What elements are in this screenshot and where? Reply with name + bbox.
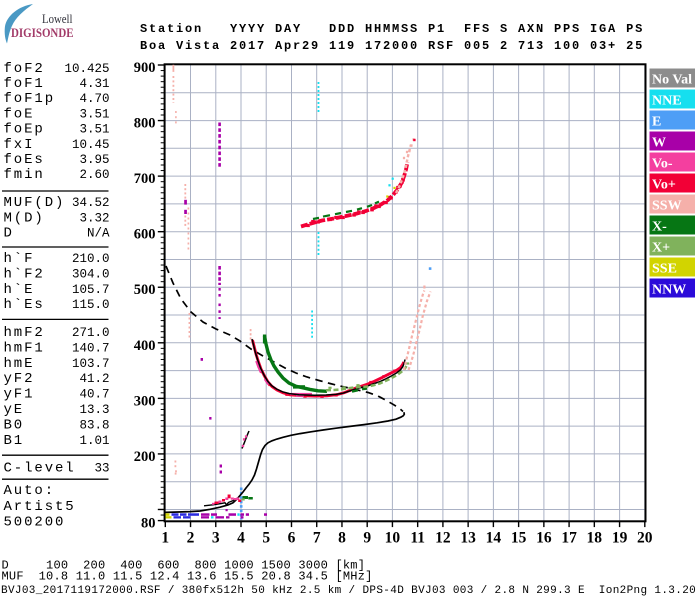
svg-text:300: 300 xyxy=(134,393,156,409)
svg-text:4.31: 4.31 xyxy=(79,77,109,91)
svg-text:4: 4 xyxy=(237,530,245,547)
svg-text:200: 200 xyxy=(134,449,156,465)
svg-text:E: E xyxy=(652,115,661,130)
svg-text:foF1p: foF1p xyxy=(4,91,56,107)
svg-text:h`Es: h`Es xyxy=(4,297,45,313)
svg-text:700: 700 xyxy=(134,171,156,187)
svg-text:10: 10 xyxy=(385,530,401,547)
svg-text:5: 5 xyxy=(262,530,270,547)
svg-text:h`E: h`E xyxy=(4,282,35,298)
svg-text:12: 12 xyxy=(435,530,451,547)
svg-text:NNW: NNW xyxy=(652,283,686,298)
svg-text:20: 20 xyxy=(637,530,653,547)
svg-text:SSW: SSW xyxy=(652,199,682,214)
svg-text:B0: B0 xyxy=(4,417,25,433)
svg-text:40.7: 40.7 xyxy=(79,388,109,402)
svg-text:BVJ03_2017119172000.RSF / 380f: BVJ03_2017119172000.RSF / 380fx512h 50 k… xyxy=(1,585,696,597)
svg-text:foEs: foEs xyxy=(4,152,45,168)
svg-text:500: 500 xyxy=(134,282,156,298)
svg-text:NNE: NNE xyxy=(652,94,682,109)
svg-text:h`F: h`F xyxy=(4,251,35,267)
svg-text:hmF1: hmF1 xyxy=(4,340,45,356)
svg-text:Lowell: Lowell xyxy=(42,12,73,26)
svg-text:X-: X- xyxy=(652,220,667,235)
svg-text:13.3: 13.3 xyxy=(79,403,109,417)
svg-text:304.0: 304.0 xyxy=(72,267,110,281)
svg-text:19: 19 xyxy=(612,530,628,547)
svg-text:N/A: N/A xyxy=(87,227,110,241)
svg-text:83.8: 83.8 xyxy=(79,418,109,432)
svg-text:11: 11 xyxy=(410,530,425,547)
svg-text:W: W xyxy=(652,136,666,151)
svg-text:yF2: yF2 xyxy=(4,371,35,387)
svg-text:103.7: 103.7 xyxy=(72,357,110,371)
svg-text:6: 6 xyxy=(288,530,296,547)
svg-text:DIGISONDE: DIGISONDE xyxy=(11,25,74,40)
svg-text:2.60: 2.60 xyxy=(79,168,109,182)
svg-text:foE: foE xyxy=(4,106,35,122)
svg-text:MUF(D): MUF(D) xyxy=(4,195,66,211)
svg-text:7: 7 xyxy=(313,530,321,547)
svg-text:Artist5: Artist5 xyxy=(4,499,76,515)
svg-text:C-level: C-level xyxy=(4,461,76,477)
svg-text:fxI: fxI xyxy=(4,137,35,153)
svg-text:15: 15 xyxy=(511,530,527,547)
svg-text:115.0: 115.0 xyxy=(72,298,110,312)
svg-text:10.45: 10.45 xyxy=(72,138,110,152)
svg-text:yE: yE xyxy=(4,402,25,418)
svg-text:18: 18 xyxy=(587,530,603,547)
svg-text:B1: B1 xyxy=(4,433,25,449)
svg-text:3.51: 3.51 xyxy=(79,107,109,121)
svg-text:yF1: yF1 xyxy=(4,387,35,403)
svg-text:No Val: No Val xyxy=(652,73,692,88)
svg-text:Auto:: Auto: xyxy=(4,483,56,499)
svg-text:foEp: foEp xyxy=(4,122,45,138)
svg-text:3.95: 3.95 xyxy=(79,153,109,167)
svg-text:foF2: foF2 xyxy=(4,61,45,77)
svg-text:Station YYYY DAY DDD HHMMS: Station YYYY DAY DDD HHMMSS P1 FFS S AXN… xyxy=(140,22,644,36)
svg-text:80: 80 xyxy=(141,516,156,532)
svg-text:D: D xyxy=(4,226,14,242)
svg-text:13: 13 xyxy=(460,530,476,547)
svg-text:8: 8 xyxy=(338,530,346,547)
svg-text:1: 1 xyxy=(161,530,169,547)
svg-text:800: 800 xyxy=(134,116,156,132)
svg-text:4.70: 4.70 xyxy=(79,92,109,106)
svg-text:14: 14 xyxy=(486,530,502,547)
svg-text:41.2: 41.2 xyxy=(79,372,109,386)
svg-text:X+: X+ xyxy=(652,241,670,256)
svg-text:Vo-: Vo- xyxy=(652,157,673,172)
svg-text:h`F2: h`F2 xyxy=(4,266,45,282)
svg-text:900: 900 xyxy=(134,60,156,76)
svg-text:foF1: foF1 xyxy=(4,76,45,92)
svg-text:3.51: 3.51 xyxy=(79,123,109,137)
svg-text:140.7: 140.7 xyxy=(72,341,110,355)
svg-text:MUF 10.8 11.0 11.5 12.4 13.6: MUF 10.8 11.0 11.5 12.4 13.6 15.5 20.8 3… xyxy=(2,569,373,583)
svg-text:17: 17 xyxy=(561,530,577,547)
svg-text:400: 400 xyxy=(134,338,156,354)
svg-text:9: 9 xyxy=(363,530,371,547)
svg-text:10.425: 10.425 xyxy=(64,62,109,76)
svg-text:SSE: SSE xyxy=(652,262,677,277)
svg-text:hmE: hmE xyxy=(4,356,35,372)
svg-text:33: 33 xyxy=(94,462,109,476)
svg-text:Boa Vista 2017 Apr29 119 17200: Boa Vista 2017 Apr29 119 172000 RSF 005 … xyxy=(140,39,644,53)
svg-text:M(D): M(D) xyxy=(4,210,45,226)
svg-text:271.0: 271.0 xyxy=(72,326,110,340)
svg-text:34.52: 34.52 xyxy=(72,196,110,210)
svg-text:hmF2: hmF2 xyxy=(4,325,45,341)
svg-text:16: 16 xyxy=(536,530,552,547)
svg-text:3: 3 xyxy=(212,530,220,547)
svg-text:3.32: 3.32 xyxy=(79,211,109,225)
svg-text:fmin: fmin xyxy=(4,167,45,183)
svg-text:1.01: 1.01 xyxy=(79,434,109,448)
svg-text:500200: 500200 xyxy=(4,514,66,530)
svg-text:D 100 200 400 600 800: D 100 200 400 600 800 1000 1500 3000 [km… xyxy=(2,558,366,572)
svg-text:105.7: 105.7 xyxy=(72,283,110,297)
svg-text:600: 600 xyxy=(134,227,156,243)
svg-text:210.0: 210.0 xyxy=(72,252,110,266)
svg-text:2: 2 xyxy=(187,530,195,547)
svg-text:Vo+: Vo+ xyxy=(652,178,676,193)
